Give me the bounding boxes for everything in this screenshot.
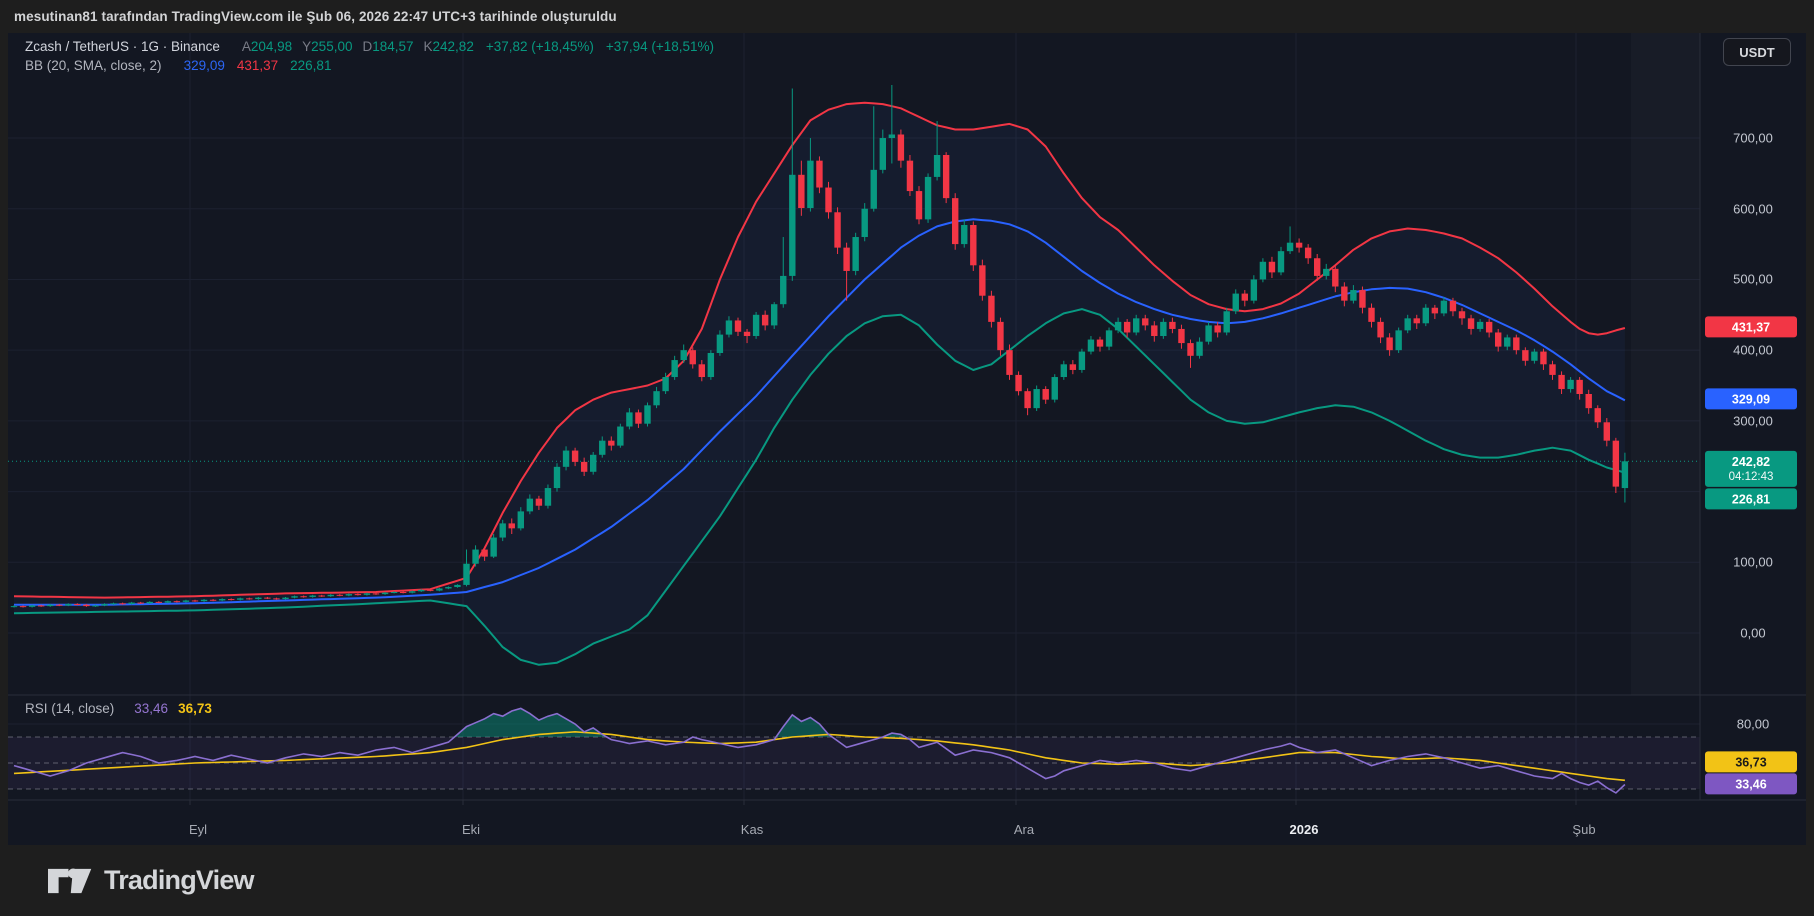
indicator-rsi-label[interactable]: RSI (14, close) <box>25 701 115 716</box>
price-tick-label: 400,00 <box>1733 342 1773 358</box>
ohlc-key: A <box>241 39 251 54</box>
rsi-tag: 33,46 <box>1705 773 1797 795</box>
bb-indicator-row: BB (20, SMA, close, 2) 329,09 431,37 226,8… <box>25 56 714 75</box>
tradingview-logo-icon[interactable] <box>48 864 92 898</box>
ohlc-values: A204,98 Y255,00 D184,57 K242,82 +37,82 (+18,… <box>232 39 714 54</box>
bb-value: 226,81 <box>290 58 332 73</box>
chart-widget: Zcash / TetherUS · 1G · Binance A204,98 Y… <box>8 33 1806 845</box>
rsi-legend: RSI (14, close) 33,46 36,73 <box>25 701 212 716</box>
time-axis-label: Eyl <box>188 822 208 837</box>
bb_lower-line <box>13 308 1626 666</box>
bb-value: 329,09 <box>183 58 225 73</box>
price-tick-label: 0,00 <box>1740 625 1766 641</box>
ohlc-value: 184,57 <box>372 39 414 54</box>
rsi-tag: 36,73 <box>1705 751 1797 773</box>
rsi-ma-line <box>13 730 1625 782</box>
ohlc-value: 255,00 <box>311 39 353 54</box>
price-tick-label: 300,00 <box>1733 413 1773 429</box>
price-tag: 226,81 <box>1705 488 1797 510</box>
price-tick-label: 100,00 <box>1733 554 1773 570</box>
countdown-timer: 04:12:43 <box>1728 470 1774 483</box>
symbol-title[interactable]: Zcash / TetherUS · 1G · Binance <box>25 39 220 54</box>
time-axis-label: Eki <box>461 822 481 837</box>
indicator-bb-label[interactable]: BB (20, SMA, close, 2) <box>25 58 162 73</box>
time-axis-label: Ara <box>1013 822 1035 837</box>
chart-canvas[interactable] <box>8 33 1806 845</box>
price-tick-label: 600,00 <box>1733 201 1773 217</box>
ohlc-value: 204,98 <box>250 39 293 54</box>
bb-values: 329,09 431,37 226,81 <box>172 58 332 73</box>
time-axis-label: Şub <box>1572 822 1596 837</box>
price-tag: 242,82 04:12:43 <box>1705 450 1797 488</box>
price-tag: 329,09 <box>1705 388 1797 410</box>
symbol-legend: Zcash / TetherUS · 1G · Binance A204,98 Y… <box>25 37 714 75</box>
price-tick-label: 700,00 <box>1733 130 1773 146</box>
currency-toggle-button[interactable]: USDT <box>1723 38 1791 66</box>
change-value: +37,82 (+18,45%) <box>485 39 594 54</box>
bb_upper-line <box>13 101 1626 599</box>
rsi-line <box>13 707 1626 794</box>
rsi-value: 33,46 <box>134 701 169 716</box>
ohlc-key: D <box>362 39 373 54</box>
price-tick-label: 500,00 <box>1733 271 1773 287</box>
symbol-row: Zcash / TetherUS · 1G · Binance A204,98 Y… <box>25 37 714 56</box>
attribution-text: mesutinan81 tarafından TradingView.com i… <box>14 9 617 24</box>
time-axis-label: 2026 <box>1289 822 1319 837</box>
ohlc-key: Y <box>302 39 312 54</box>
time-axis-label: Kas <box>740 822 764 837</box>
tradingview-brand[interactable]: TradingView <box>104 865 255 895</box>
footer-bar: TradingView <box>0 845 1814 916</box>
attribution-bar: mesutinan81 tarafından TradingView.com i… <box>0 0 1814 33</box>
change-value: +37,94 (+18,51%) <box>605 39 715 54</box>
price-tag: 431,37 <box>1705 316 1797 338</box>
ohlc-value: 242,82 <box>432 39 474 54</box>
rsi-ma-value: 36,73 <box>178 701 212 716</box>
rsi-tick-label: 80,00 <box>1736 716 1770 732</box>
bb-value: 431,37 <box>236 58 279 73</box>
ohlc-key: K <box>423 39 433 54</box>
